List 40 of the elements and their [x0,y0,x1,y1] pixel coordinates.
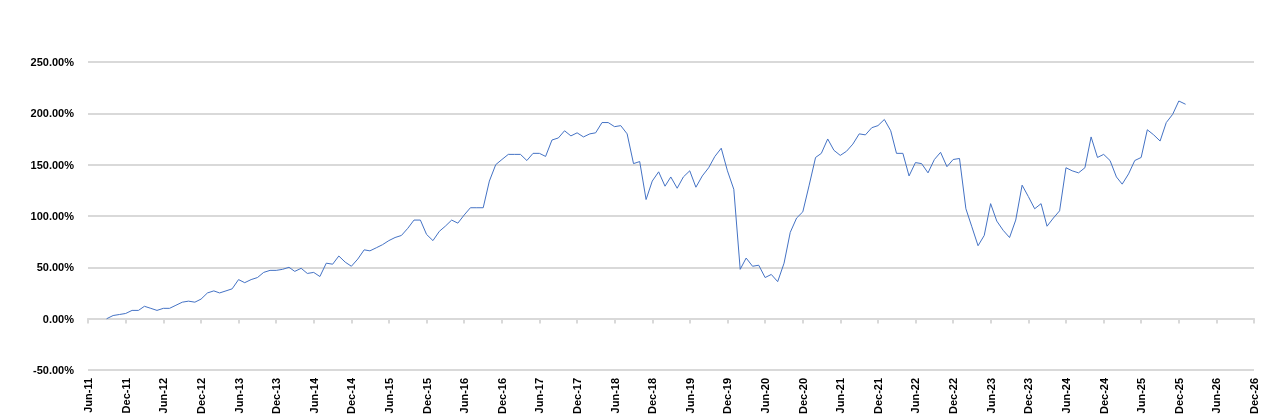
x-tick-label: Dec-23 [1022,377,1035,414]
y-tick-label: 150.00% [30,158,75,171]
y-tick-label: 50.00% [36,261,75,274]
x-tick-label: Jun-17 [533,377,546,414]
x-tick-label: Dec-12 [195,377,208,414]
x-tick-label: Dec-16 [495,377,508,414]
y-tick-label: 250.00% [30,56,75,68]
y-tick-label: 200.00% [30,107,75,120]
x-tick-label: Jun-11 [82,377,94,413]
x-tick-label: Jun-20 [759,377,772,414]
x-tick-label: Jun-24 [1059,377,1072,414]
x-tick-label: Dec-14 [345,377,358,414]
x-tick-label: Jun-15 [382,377,395,414]
x-tick-label: Dec-24 [1097,377,1110,414]
x-tick-label: Jun-18 [608,377,621,414]
x-tick-label: Jun-16 [458,377,471,414]
x-tick-label: Jun-23 [984,377,997,414]
x-tick-label: Dec-25 [1172,377,1185,414]
y-tick-label: -50.00% [33,363,75,376]
x-tick-label: Jun-25 [1135,377,1148,414]
x-tick-label: Dec-11 [119,377,132,414]
x-tick-label: Dec-20 [796,377,809,414]
x-tick-label: Jun-13 [232,377,245,414]
y-tick-label: 100.00% [30,209,75,222]
x-tick-label: Dec-17 [571,377,584,414]
x-tick-label: Jun-21 [834,377,847,414]
x-tick-label: Jun-14 [307,377,320,414]
y-tick-label: 0.00% [42,312,75,325]
x-tick-label: Dec-26 [1248,377,1260,414]
x-tick-label: Dec-15 [420,377,433,414]
x-tick-label: Dec-21 [871,377,884,414]
x-tick-label: Dec-19 [721,377,734,414]
x-tick-label: Jun-26 [1210,377,1223,414]
x-tick-label: Jun-22 [909,377,922,414]
x-tick-label: Dec-18 [646,377,659,414]
x-tick-label: Jun-12 [157,377,170,414]
x-tick-label: Jun-19 [683,377,696,414]
x-tick-label: Dec-13 [270,377,283,414]
line-series [106,100,1186,320]
x-tick-label: Dec-22 [947,377,960,414]
